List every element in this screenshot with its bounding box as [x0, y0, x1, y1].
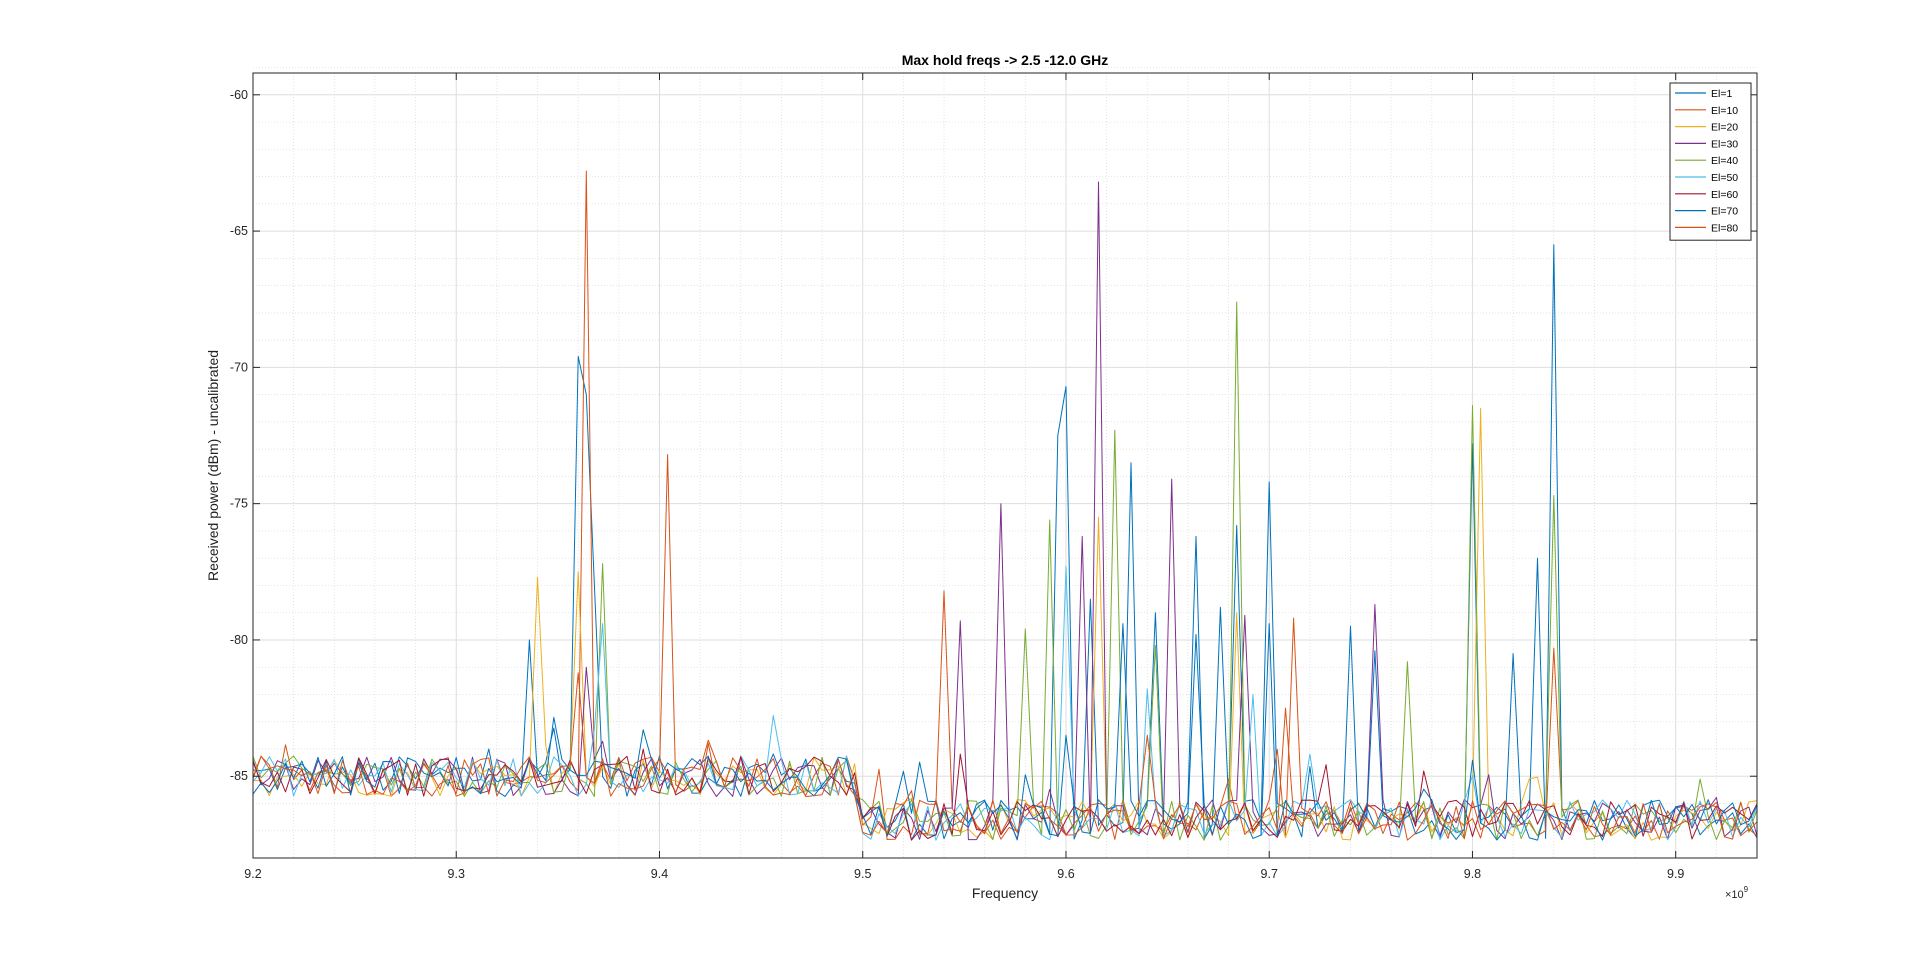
y-tick-label: -75 [230, 497, 248, 511]
chart-title: Max hold freqs -> 2.5 -12.0 GHz [902, 52, 1109, 68]
axes-box [252, 72, 1758, 859]
series-line-el-70 [252, 623, 1758, 841]
legend[interactable]: El=1 El=10 El=20 El=30 El=40 El=50 El=60 El=70 E… [1669, 82, 1752, 241]
series-layer [252, 170, 1758, 841]
y-axis-label: Received power (dBm) - uncalibrated [205, 350, 221, 581]
x-tick-label: 9.8 [1464, 867, 1481, 881]
series-line-el-20 [252, 407, 1758, 841]
legend-entry-label: El=10 [1711, 105, 1738, 117]
series-line-el-80 [252, 672, 1758, 841]
plot-area [253, 73, 1757, 858]
legend-entry-label: El=40 [1711, 155, 1738, 167]
y-tick-label: -60 [230, 88, 248, 102]
y-tick-label: -70 [230, 360, 248, 374]
legend-entry-label: El=20 [1711, 122, 1738, 134]
x-axis-label: Frequency [972, 885, 1038, 901]
x-axis-exponent: ×109 [1725, 885, 1749, 901]
legend-entry-label: El=50 [1711, 172, 1738, 184]
x-tick-label: 9.3 [448, 867, 465, 881]
y-tick-label: -80 [230, 633, 248, 647]
minor-grid [253, 67, 1758, 859]
x-tick-label: 9.6 [1057, 867, 1074, 881]
x-tick-label: 9.9 [1667, 867, 1684, 881]
legend-entry-label: El=80 [1711, 222, 1738, 234]
x-tick-label: 9.4 [651, 867, 668, 881]
series-line-el-1 [252, 244, 1758, 841]
tick-labels: 9.2 9.3 9.4 9.5 9.6 9.7 9.8 9.9 -60 -65 -70 -75 -80 -… [230, 88, 1685, 881]
legend-entry-label: El=1 [1711, 88, 1732, 100]
x-axis-exponent-power: 9 [1744, 885, 1749, 894]
x-tick-label: 9.7 [1261, 867, 1278, 881]
x-tick-label: 9.5 [854, 867, 871, 881]
x-axis-exponent-base: ×10 [1725, 889, 1744, 901]
y-tick-label: -85 [230, 769, 248, 783]
legend-entry-label: El=30 [1711, 138, 1738, 150]
legend-entry-label: El=60 [1711, 189, 1738, 201]
legend-box [1669, 82, 1752, 241]
x-tick-label: 9.2 [244, 867, 261, 881]
series-line-el-10 [252, 170, 1758, 840]
y-tick-label: -65 [230, 224, 248, 238]
legend-entry-label: El=70 [1711, 206, 1738, 218]
